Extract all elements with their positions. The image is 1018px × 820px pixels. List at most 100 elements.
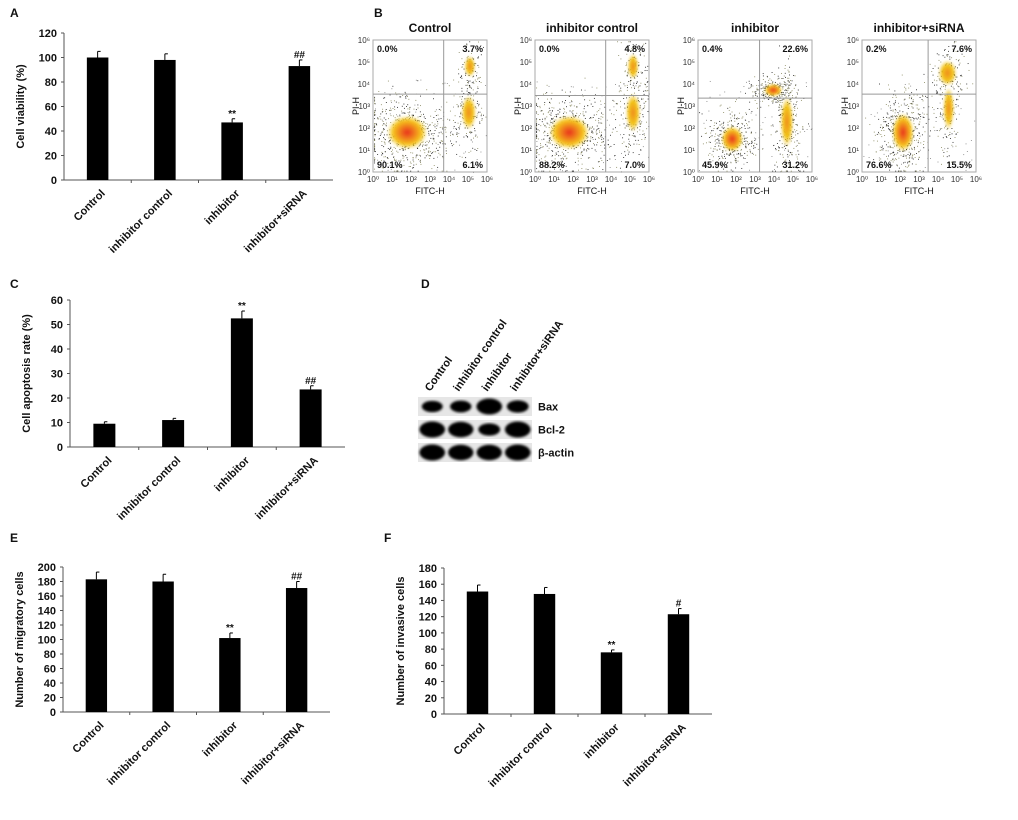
event-dot bbox=[641, 97, 643, 99]
event-dot bbox=[465, 135, 467, 137]
y-tick-label: 80 bbox=[45, 77, 57, 89]
event-dot bbox=[460, 111, 462, 113]
event-dot bbox=[714, 140, 716, 142]
event-dot bbox=[544, 135, 546, 137]
quadrant-ur: 3.7% bbox=[462, 44, 483, 54]
event-dot bbox=[446, 83, 448, 84]
event-dot bbox=[904, 91, 906, 93]
event-dot bbox=[382, 121, 384, 122]
event-dot bbox=[903, 104, 905, 106]
event-dot bbox=[565, 91, 566, 93]
x-tick-label: 10¹ bbox=[711, 175, 723, 184]
event-dot bbox=[444, 129, 446, 131]
y-tick-label: 10¹ bbox=[358, 146, 370, 155]
event-dot bbox=[911, 112, 913, 114]
event-dot bbox=[401, 105, 403, 107]
quadrant-ll: 76.6% bbox=[866, 160, 892, 170]
y-tick-label: 10⁵ bbox=[358, 58, 370, 67]
event-dot bbox=[780, 133, 782, 135]
event-dot bbox=[439, 141, 441, 143]
event-dot bbox=[743, 163, 745, 165]
event-dot bbox=[593, 97, 595, 99]
event-dot bbox=[744, 137, 746, 139]
event-dot bbox=[550, 112, 552, 114]
event-dot bbox=[478, 66, 480, 68]
x-tick-label: 10¹ bbox=[386, 175, 398, 184]
event-dot bbox=[585, 168, 587, 170]
event-dot bbox=[794, 107, 796, 109]
event-dot bbox=[794, 106, 796, 108]
event-dot bbox=[437, 135, 439, 137]
event-dot bbox=[542, 146, 544, 148]
event-dot bbox=[917, 142, 919, 144]
event-dot bbox=[600, 118, 602, 120]
event-dot bbox=[725, 150, 727, 152]
event-dot bbox=[545, 126, 547, 128]
event-dot bbox=[892, 158, 894, 160]
event-dot bbox=[728, 120, 730, 122]
event-dot bbox=[746, 137, 748, 139]
event-dot bbox=[451, 145, 453, 147]
event-dot bbox=[403, 112, 405, 114]
event-dot bbox=[379, 116, 381, 118]
event-dot bbox=[642, 114, 644, 116]
event-dot bbox=[599, 131, 601, 133]
event-dot bbox=[972, 83, 974, 85]
event-dot bbox=[563, 107, 565, 109]
event-dot bbox=[594, 101, 596, 103]
event-dot bbox=[625, 125, 627, 127]
event-dot bbox=[383, 137, 384, 139]
event-dot bbox=[549, 124, 551, 126]
event-dot bbox=[598, 161, 600, 163]
event-dot bbox=[763, 94, 765, 95]
event-dot bbox=[930, 158, 931, 159]
event-dot bbox=[954, 41, 955, 43]
density-cluster bbox=[464, 55, 476, 77]
event-dot bbox=[375, 108, 376, 110]
event-dot bbox=[382, 110, 384, 112]
event-dot bbox=[938, 94, 940, 96]
event-dot bbox=[466, 90, 468, 92]
y-axis-label: PI-H bbox=[351, 97, 361, 115]
event-dot bbox=[623, 141, 625, 143]
event-dot bbox=[879, 126, 881, 128]
event-dot bbox=[389, 161, 391, 163]
event-dot bbox=[467, 82, 469, 84]
event-dot bbox=[735, 167, 737, 169]
event-dot bbox=[729, 106, 731, 108]
event-dot bbox=[944, 88, 946, 90]
event-dot bbox=[954, 137, 956, 138]
event-dot bbox=[423, 116, 425, 118]
event-dot bbox=[618, 85, 620, 87]
event-dot bbox=[934, 130, 936, 132]
event-dot bbox=[891, 116, 893, 118]
event-dot bbox=[458, 81, 460, 83]
event-dot bbox=[778, 115, 780, 116]
event-dot bbox=[742, 123, 744, 125]
event-dot bbox=[537, 129, 539, 131]
event-dot bbox=[437, 123, 439, 125]
event-dot bbox=[639, 126, 641, 127]
event-dot bbox=[719, 129, 721, 131]
event-dot bbox=[622, 137, 624, 139]
event-dot bbox=[402, 155, 404, 157]
event-dot bbox=[537, 138, 539, 140]
event-dot bbox=[394, 106, 396, 108]
event-dot bbox=[545, 93, 547, 94]
significance-mark: ## bbox=[305, 376, 317, 387]
event-dot bbox=[775, 99, 776, 100]
event-dot bbox=[544, 156, 546, 158]
y-tick-label: 10³ bbox=[683, 102, 695, 111]
event-dot bbox=[762, 90, 764, 92]
panel-label-e: E bbox=[10, 531, 18, 545]
event-dot bbox=[713, 166, 714, 167]
event-dot bbox=[895, 153, 897, 155]
event-dot bbox=[882, 149, 884, 151]
event-dot bbox=[918, 113, 920, 115]
event-dot bbox=[583, 148, 585, 150]
y-axis-label: PI-H bbox=[513, 97, 523, 115]
event-dot bbox=[576, 112, 578, 114]
event-dot bbox=[584, 77, 586, 79]
event-dot bbox=[476, 100, 478, 102]
event-dot bbox=[647, 89, 649, 91]
